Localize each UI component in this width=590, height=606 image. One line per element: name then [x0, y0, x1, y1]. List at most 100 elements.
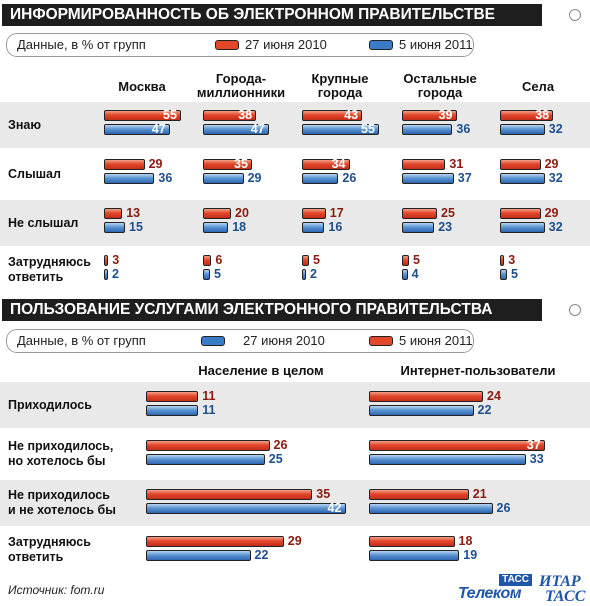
bar-red [203, 255, 212, 266]
legend-swatch-red [369, 336, 393, 346]
bar-blue [146, 503, 346, 514]
bar-blue [500, 124, 545, 135]
column-header-line: Села [521, 79, 555, 94]
bar-blue [302, 173, 339, 184]
bar-blue [203, 124, 269, 135]
bar-red [302, 255, 309, 266]
data-label: 2 [112, 267, 119, 281]
row-band [0, 382, 590, 428]
bar-red [500, 208, 541, 219]
row-label-не-приходилось-но-хотелось-бы: Не приходилось, но хотелось бы [8, 439, 113, 469]
data-label: 11 [202, 389, 216, 403]
title-knob-icon [569, 304, 581, 316]
bar-blue [104, 173, 155, 184]
bar-blue [369, 550, 460, 561]
bar-red [369, 489, 469, 500]
data-label: 29 [148, 157, 163, 171]
data-label: 34 [331, 157, 346, 171]
tass-logo-top: ТАСС [499, 574, 532, 586]
section-title-usage: ПОЛЬЗОВАНИЕ УСЛУГАМИ ЭЛЕКТРОННОГО ПРАВИТ… [2, 299, 542, 321]
bar-red [302, 159, 350, 170]
bar-blue [302, 222, 325, 233]
column-header-line: Крупные [311, 71, 369, 86]
bar-red [146, 489, 313, 500]
row-label-знаю: Знаю [8, 118, 41, 133]
bar-blue [146, 454, 265, 465]
column-header-line: миллионники [196, 85, 286, 100]
bar-red [402, 208, 437, 219]
bar-red [104, 110, 181, 121]
bar-red [500, 110, 554, 121]
bar-red [402, 255, 409, 266]
data-label: 37 [526, 438, 541, 452]
legend-swatch-red [215, 40, 239, 50]
bar-blue [104, 124, 170, 135]
bar-red [146, 536, 284, 547]
data-label: 3 [508, 253, 516, 267]
bar-blue [146, 550, 251, 561]
itar-tass-logo: ИТАР ТАСС [535, 573, 589, 605]
column-header-line: города [317, 85, 363, 100]
data-label: 26 [496, 501, 511, 515]
data-label: 5 [313, 253, 320, 267]
bar-blue [203, 173, 244, 184]
data-label: 21 [472, 487, 487, 501]
bar-blue [302, 124, 379, 135]
column-header-line: города [417, 85, 463, 100]
data-label: 33 [529, 452, 544, 466]
tass-logo-bottom: Телеком [458, 585, 522, 602]
bar-blue [302, 269, 306, 280]
bar-blue [500, 173, 545, 184]
data-label: 55 [361, 122, 375, 136]
data-label: 31 [449, 157, 464, 171]
data-label: 37 [457, 171, 472, 185]
bar-red [402, 110, 457, 121]
bar-red [302, 110, 363, 121]
row-label-line: Приходилось [8, 398, 92, 412]
bar-blue [402, 173, 454, 184]
data-label: 43 [344, 108, 359, 122]
column-header-интернет-пользователи: Интернет-пользователи [400, 363, 556, 378]
bar-blue [203, 222, 229, 233]
column-header-города-миллионники: Города-миллионники [191, 72, 291, 100]
row-label-line: Не слышал [8, 216, 79, 230]
bar-red [203, 159, 252, 170]
bar-blue [500, 222, 545, 233]
legend-item-2010: 27 июня 2010 [245, 37, 327, 52]
row-label-line: Затрудняюсь [8, 255, 91, 269]
row-label-line: ответить [8, 270, 64, 284]
data-label: 35 [316, 487, 331, 501]
data-label: 11 [202, 403, 216, 417]
data-label: 3 [112, 253, 120, 267]
row-label-приходилось: Приходилось [8, 398, 92, 413]
row-label-line: Затрудняюсь [8, 535, 91, 549]
data-label: 18 [458, 534, 473, 548]
bar-red [203, 208, 231, 219]
data-label: 32 [548, 171, 563, 185]
bar-blue [402, 222, 435, 233]
bar-blue [369, 454, 526, 465]
data-label: 38 [238, 108, 253, 122]
data-label: 20 [235, 206, 249, 220]
legend-item-2011: 5 июня 2011 [399, 37, 473, 52]
bar-red [369, 440, 545, 451]
row-label-затрудняюсь-ответить: Затрудняюсь ответить [8, 535, 91, 565]
data-label: 36 [158, 171, 173, 185]
data-label: 42 [327, 501, 342, 515]
legend-usage: Данные, в % от групп 27 июня 2010 5 июня… [6, 329, 474, 353]
data-label: 26 [342, 171, 357, 185]
row-label-line: но хотелось бы [8, 454, 106, 468]
data-label: 29 [247, 171, 262, 185]
data-label: 29 [544, 157, 559, 171]
bar-red [402, 159, 446, 170]
column-header-крупные-города: Крупные города [290, 72, 390, 100]
bar-red [500, 255, 505, 266]
legend-prefix: Данные, в % от групп [17, 333, 146, 348]
data-label: 25 [441, 206, 455, 220]
row-label-line: Знаю [8, 118, 42, 132]
tass-telecom-logo: ТАСС Телеком [458, 574, 532, 604]
legend-swatch-blue [369, 40, 393, 50]
row-label-line: Слышал [8, 167, 61, 181]
row-label-слышал: Слышал [8, 167, 61, 182]
data-label: 13 [126, 206, 141, 220]
